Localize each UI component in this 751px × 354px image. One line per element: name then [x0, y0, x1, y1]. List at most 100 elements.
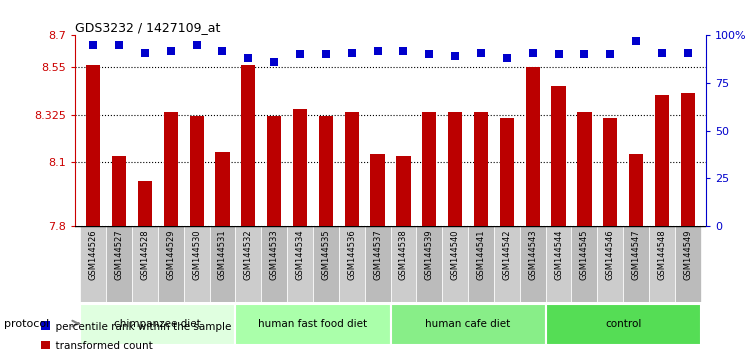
Bar — [520, 226, 546, 302]
Text: GSM144545: GSM144545 — [580, 230, 589, 280]
Text: GSM144538: GSM144538 — [399, 230, 408, 280]
Bar — [80, 226, 106, 302]
Bar — [261, 226, 287, 302]
Point — [268, 59, 280, 65]
Bar — [416, 226, 442, 302]
Text: GSM144532: GSM144532 — [244, 230, 253, 280]
Bar — [597, 226, 623, 302]
Bar — [448, 112, 463, 226]
Bar — [526, 67, 540, 226]
Bar — [216, 152, 230, 226]
Text: transformed count: transformed count — [49, 341, 152, 351]
Bar — [241, 65, 255, 226]
Bar — [442, 226, 468, 302]
Text: GSM144536: GSM144536 — [347, 230, 356, 280]
Text: GSM144540: GSM144540 — [451, 230, 460, 280]
Point — [630, 38, 642, 44]
Text: GSM144537: GSM144537 — [373, 230, 382, 280]
Point — [87, 42, 99, 48]
Bar — [546, 304, 701, 345]
Bar — [623, 226, 649, 302]
Bar — [184, 226, 210, 302]
Point — [526, 50, 538, 55]
Text: GSM144542: GSM144542 — [502, 230, 511, 280]
Bar — [345, 112, 359, 226]
Bar — [164, 112, 178, 226]
Bar — [370, 154, 385, 226]
Point — [243, 56, 255, 61]
Bar — [391, 226, 416, 302]
Text: GSM144530: GSM144530 — [192, 230, 201, 280]
Bar — [655, 95, 669, 226]
Text: GSM144533: GSM144533 — [270, 230, 279, 280]
Bar — [603, 118, 617, 226]
Bar — [397, 156, 411, 226]
Text: protocol: protocol — [4, 319, 49, 329]
Point — [139, 50, 151, 55]
Text: GSM144534: GSM144534 — [296, 230, 305, 280]
Text: percentile rank within the sample: percentile rank within the sample — [49, 322, 231, 332]
Point — [320, 52, 332, 57]
Bar — [158, 226, 184, 302]
Point — [449, 53, 461, 59]
Text: GSM144539: GSM144539 — [425, 230, 434, 280]
Text: GSM144544: GSM144544 — [554, 230, 563, 280]
Bar — [189, 116, 204, 226]
Point — [682, 50, 694, 55]
Bar — [318, 116, 333, 226]
Bar — [649, 226, 675, 302]
Text: human fast food diet: human fast food diet — [258, 319, 367, 329]
Bar — [422, 112, 436, 226]
Text: human cafe diet: human cafe diet — [426, 319, 511, 329]
Bar — [267, 116, 282, 226]
Point — [424, 52, 436, 57]
Bar — [287, 226, 313, 302]
Bar — [546, 226, 572, 302]
Point — [605, 52, 617, 57]
Bar — [339, 226, 365, 302]
Text: GSM144529: GSM144529 — [166, 230, 175, 280]
Bar — [391, 304, 546, 345]
Bar — [210, 226, 235, 302]
Text: GDS3232 / 1427109_at: GDS3232 / 1427109_at — [75, 21, 221, 34]
Bar — [499, 118, 514, 226]
Text: GSM144547: GSM144547 — [632, 230, 641, 280]
Text: chimpanzee diet: chimpanzee diet — [114, 319, 201, 329]
Text: GSM144535: GSM144535 — [321, 230, 330, 280]
Text: control: control — [605, 319, 641, 329]
Bar — [235, 304, 391, 345]
Point — [372, 48, 384, 53]
Point — [113, 42, 125, 48]
Bar — [578, 112, 592, 226]
Point — [345, 50, 357, 55]
Bar — [80, 304, 235, 345]
Text: GSM144543: GSM144543 — [528, 230, 537, 280]
Bar — [132, 226, 158, 302]
Bar — [629, 154, 644, 226]
Bar — [137, 181, 152, 226]
Bar — [680, 92, 695, 226]
Point — [578, 52, 590, 57]
Point — [501, 56, 513, 61]
Text: GSM144549: GSM144549 — [683, 230, 692, 280]
Text: GSM144531: GSM144531 — [218, 230, 227, 280]
Point — [656, 50, 668, 55]
Bar — [572, 226, 597, 302]
Point — [553, 52, 565, 57]
Bar — [112, 156, 126, 226]
Text: GSM144528: GSM144528 — [140, 230, 149, 280]
Point — [397, 48, 409, 53]
Bar — [235, 226, 261, 302]
Point — [475, 50, 487, 55]
Bar — [474, 112, 488, 226]
Text: GSM144527: GSM144527 — [115, 230, 124, 280]
Bar — [86, 65, 101, 226]
Bar — [468, 226, 494, 302]
Bar — [313, 226, 339, 302]
Bar — [675, 226, 701, 302]
Bar — [494, 226, 520, 302]
Point — [216, 48, 228, 53]
Point — [164, 48, 176, 53]
Point — [191, 42, 203, 48]
Bar — [293, 109, 307, 226]
